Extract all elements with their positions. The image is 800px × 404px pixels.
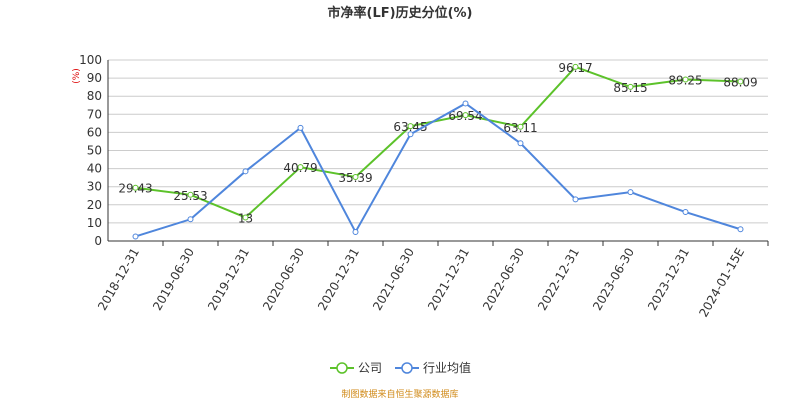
point — [627, 83, 634, 90]
data-label: 29.43 — [118, 182, 152, 196]
y-tick-label: 70 — [87, 107, 102, 121]
y-tick-label: 80 — [87, 89, 102, 103]
x-tick-label: 2020-12-31 — [315, 246, 362, 313]
y-tick-label: 50 — [87, 144, 102, 158]
x-tick-label: 2023-12-31 — [645, 246, 692, 313]
data-label: 40.79 — [283, 161, 317, 175]
point — [242, 168, 249, 175]
data-label: 25.53 — [173, 189, 207, 203]
y-axis-label: (%) — [72, 68, 82, 84]
point — [132, 233, 139, 240]
x-tick-label: 2021-12-31 — [425, 246, 472, 313]
y-tick-label: 30 — [87, 180, 102, 194]
y-tick-label: 0 — [94, 234, 102, 248]
series-line — [135, 65, 741, 219]
x-tick-label: 2018-12-31 — [95, 246, 142, 313]
y-tick-label: 60 — [87, 125, 102, 139]
point — [352, 173, 359, 180]
x-tick-label: 2019-12-31 — [205, 246, 252, 313]
point — [187, 216, 194, 223]
point — [132, 184, 139, 191]
x-tick-label: 2021-06-30 — [370, 246, 417, 313]
point — [572, 63, 579, 70]
y-tick-label: 90 — [87, 71, 102, 85]
x-tick-label: 2022-12-31 — [535, 246, 582, 313]
x-tick-label: 2024-01-15E — [696, 246, 747, 320]
point — [627, 189, 634, 196]
data-label: 85.15 — [613, 81, 647, 95]
legend-marker — [336, 362, 348, 374]
x-tick-label: 2022-06-30 — [480, 246, 527, 313]
legend-label: 公司 — [358, 361, 382, 375]
data-label: 63.45 — [393, 120, 427, 134]
point — [572, 196, 579, 203]
point — [462, 100, 469, 107]
legend-marker — [401, 362, 413, 374]
data-label: 96.17 — [558, 61, 592, 75]
series-line — [135, 102, 741, 238]
source-note: 制图数据来自恒生聚源数据库 — [341, 388, 458, 400]
point — [297, 164, 304, 171]
legend-label: 行业均值 — [423, 360, 471, 375]
chart-title: 市净率(LF)历史分位(%) — [328, 5, 473, 21]
point — [682, 76, 689, 83]
data-label: 88.09 — [723, 76, 757, 90]
point — [737, 78, 744, 85]
point — [352, 228, 359, 235]
point — [187, 191, 194, 198]
data-label: 89.25 — [668, 73, 702, 87]
point — [682, 209, 689, 216]
y-tick-label: 10 — [87, 216, 102, 230]
x-tick-label: 2023-06-30 — [590, 246, 637, 313]
data-label: 63.11 — [503, 121, 537, 135]
point — [517, 140, 524, 147]
data-label: 35.39 — [338, 171, 372, 185]
y-tick-label: 40 — [87, 162, 102, 176]
point — [407, 123, 414, 130]
point — [297, 124, 304, 131]
point — [242, 214, 249, 221]
y-tick-label: 100 — [79, 53, 102, 67]
x-tick-label: 2020-06-30 — [260, 246, 307, 313]
data-label: 13 — [238, 211, 253, 225]
y-tick-label: 20 — [87, 198, 102, 212]
x-tick-label: 2019-06-30 — [150, 246, 197, 313]
data-label: 69.54 — [448, 109, 482, 123]
point — [737, 226, 744, 233]
point — [462, 112, 469, 119]
point — [407, 131, 414, 138]
point — [517, 123, 524, 130]
